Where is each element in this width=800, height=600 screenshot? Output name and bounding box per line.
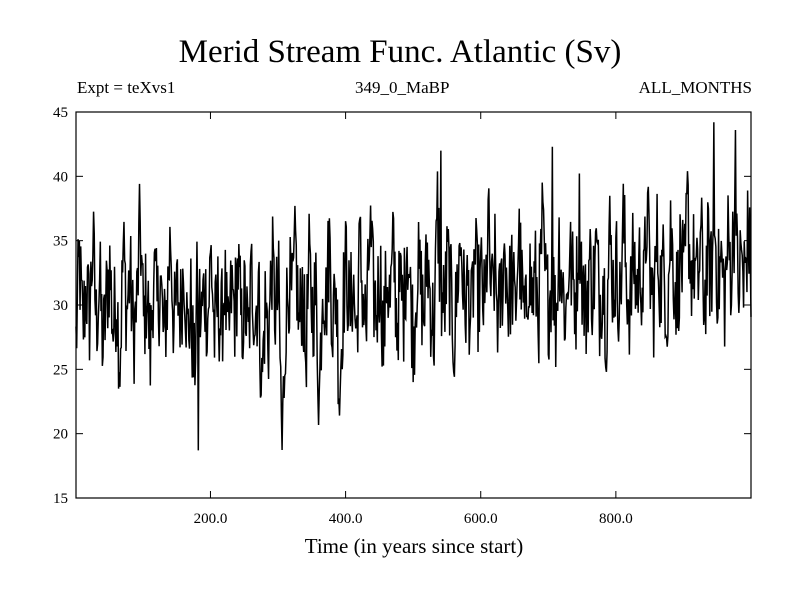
chart-title: Merid Stream Func. Atlantic (Sv): [178, 34, 622, 70]
series-line: [75, 122, 752, 451]
months-label: ALL_MONTHS: [638, 78, 752, 97]
x-tick-label: 600.0: [464, 511, 498, 527]
x-tick-label: 200.0: [194, 511, 228, 527]
y-tick-label: 20: [53, 427, 68, 443]
x-tick-label: 800.0: [599, 511, 633, 527]
experiment-label: Expt = teXvs1: [77, 78, 176, 97]
y-axis: 15 20 25 30 35 40 45: [53, 105, 751, 507]
y-tick-label: 25: [53, 362, 68, 378]
y-tick-label: 35: [53, 234, 68, 250]
period-label: 349_0_MaBP: [355, 78, 450, 97]
y-tick-label: 15: [53, 491, 68, 507]
plot-area: [75, 122, 752, 451]
x-axis-label: Time (in years since start): [305, 534, 524, 558]
y-tick-label: 30: [53, 298, 68, 314]
y-tick-label: 40: [53, 169, 68, 185]
y-tick-label: 45: [53, 105, 68, 121]
x-axis: 200.0 400.0 600.0 800.0: [194, 112, 633, 527]
x-tick-label: 400.0: [329, 511, 363, 527]
